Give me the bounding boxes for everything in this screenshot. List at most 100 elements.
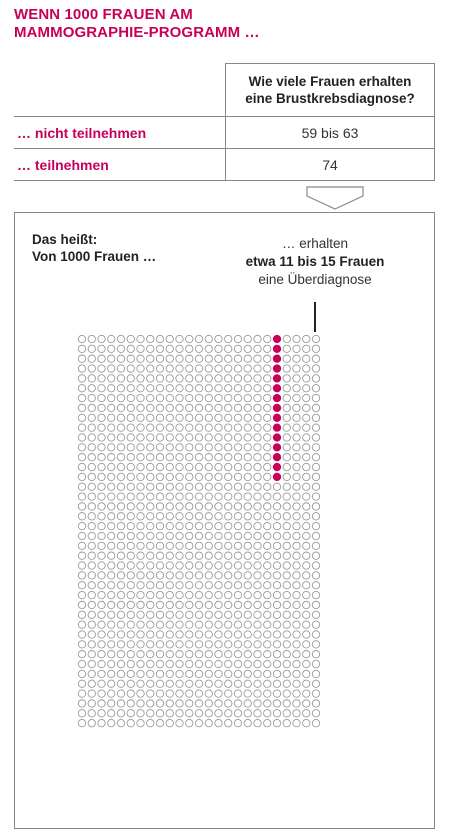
woman-icon: [243, 581, 252, 590]
woman-icon: [155, 699, 165, 708]
woman-icon: [302, 364, 311, 373]
woman-icon: [185, 600, 194, 610]
woman-icon: [263, 650, 272, 659]
woman-icon: [292, 600, 301, 610]
woman-icon: [155, 492, 165, 501]
woman-icon: [126, 541, 135, 550]
woman-icon: [214, 659, 223, 669]
woman-icon: [302, 453, 311, 462]
woman-icon: [204, 521, 213, 531]
woman-icon: [136, 551, 145, 560]
woman-icon: [87, 620, 96, 629]
woman-icon: [224, 571, 233, 580]
woman-icon: [204, 650, 213, 659]
woman-icon: [204, 590, 213, 600]
woman-icon: [282, 384, 291, 393]
woman-icon: [214, 374, 223, 383]
woman-icon: [116, 423, 126, 432]
woman-icon: [126, 521, 135, 531]
woman-icon: [282, 718, 291, 728]
woman-icon: [116, 718, 126, 728]
woman-icon: [97, 541, 106, 550]
woman-icon: [272, 620, 282, 629]
woman-icon: [175, 620, 184, 629]
woman-icon: [243, 709, 252, 718]
woman-icon: [224, 354, 233, 363]
woman-icon: [116, 374, 126, 383]
woman-icon: [97, 393, 106, 403]
woman-icon: [107, 374, 116, 383]
woman-icon: [224, 521, 233, 531]
woman-icon: [136, 689, 145, 698]
woman-icon: [204, 482, 213, 491]
woman-icon: [116, 581, 126, 590]
woman-icon: [214, 650, 223, 659]
woman-icon: [194, 364, 204, 373]
woman-icon: [194, 384, 204, 393]
woman-icon: [175, 709, 184, 718]
woman-icon: [253, 600, 262, 610]
woman-icon: [194, 393, 204, 403]
woman-icon: [224, 334, 233, 344]
woman-icon: [116, 482, 126, 491]
woman-icon: [263, 679, 272, 688]
woman-icon: [194, 334, 204, 344]
woman-icon: [185, 718, 194, 728]
woman-icon: [292, 669, 301, 679]
woman-icon: [302, 433, 311, 442]
woman-icon: [214, 630, 223, 639]
woman-icon: [175, 472, 184, 482]
woman-icon: [243, 610, 252, 619]
woman-icon: [155, 689, 165, 698]
woman-icon: [97, 590, 106, 600]
woman-icon: [185, 344, 194, 354]
woman-icon: [282, 531, 291, 541]
woman-icon: [136, 374, 145, 383]
woman-icon: [282, 610, 291, 619]
woman-icon: [116, 334, 126, 344]
woman-icon: [175, 718, 184, 728]
woman-icon: [97, 334, 106, 344]
woman-icon: [97, 600, 106, 610]
woman-icon: [185, 630, 194, 639]
woman-icon: [175, 393, 184, 403]
woman-icon: [311, 374, 321, 383]
woman-icon: [146, 374, 155, 383]
woman-icon: [165, 640, 174, 649]
woman-icon: [214, 709, 223, 718]
woman-icon: [155, 472, 165, 482]
woman-icon: [263, 344, 272, 354]
woman-icon: [292, 423, 301, 432]
woman-icon: [243, 630, 252, 639]
woman-icon: [282, 541, 291, 550]
woman-icon: [136, 718, 145, 728]
woman-icon: [87, 659, 96, 669]
woman-icon: [311, 699, 321, 708]
woman-icon: [136, 699, 145, 708]
woman-icon: [107, 443, 116, 452]
woman-icon: [175, 423, 184, 432]
woman-icon: [116, 669, 126, 679]
woman-icon: [233, 600, 243, 610]
woman-icon: [146, 718, 155, 728]
woman-icon: [214, 531, 223, 541]
woman-icon: [272, 561, 282, 570]
woman-icon: [175, 610, 184, 619]
woman-icon: [146, 620, 155, 629]
woman-icon: [77, 384, 87, 393]
woman-icon: [204, 620, 213, 629]
woman-icon: [87, 472, 96, 482]
woman-icon: [214, 443, 223, 452]
woman-icon: [107, 541, 116, 550]
woman-icon: [204, 433, 213, 442]
woman-icon: [165, 650, 174, 659]
woman-icon: [136, 502, 145, 511]
woman-icon: [243, 502, 252, 511]
woman-icon: [243, 561, 252, 570]
chevron-down-icon: [306, 186, 364, 210]
woman-icon: [116, 403, 126, 413]
woman-icon: [116, 699, 126, 708]
woman-icon: [97, 482, 106, 491]
woman-icon: [311, 482, 321, 491]
woman-icon: [77, 403, 87, 413]
